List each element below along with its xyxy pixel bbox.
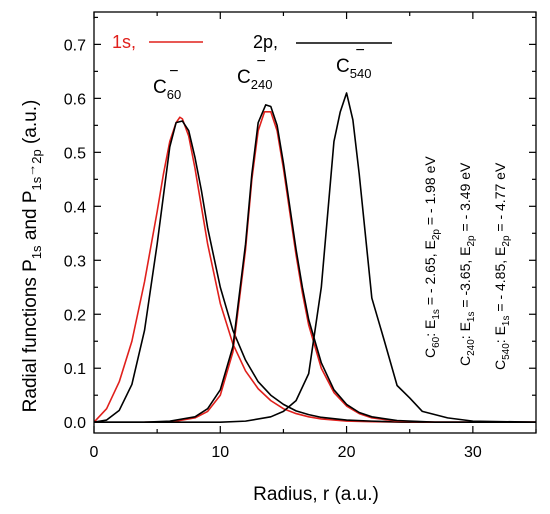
y-tick-label: 0.4 xyxy=(64,199,86,216)
x-tick-label: 0 xyxy=(90,444,99,461)
series-line-0 xyxy=(93,116,536,424)
label-c240: C240− xyxy=(237,53,272,92)
energy-annotation-c240: C240: E1s = -3.65, E2p = - 3.49 eV xyxy=(457,162,477,366)
x-axis-title: Radius, r (a.u.) xyxy=(253,484,379,505)
legend-1s-label: 1s, xyxy=(112,32,136,52)
series-line-2 xyxy=(144,111,536,424)
label-c60: C60− xyxy=(153,63,181,102)
plot-frame xyxy=(93,11,537,434)
y-tick-label: 0.1 xyxy=(64,361,86,378)
y-axis-title: Radial functions P1s and P1s→2p (a.u.) xyxy=(20,100,44,413)
series-layer xyxy=(93,92,537,424)
y-tick-label: 0.7 xyxy=(64,37,86,54)
energy-annotation-c60: C60: E1s = - 2.65, E2p = - 1.98 eV xyxy=(422,156,442,358)
axes-layer: 0 10 20 30 0.0 0.1 0.2 0.3 0.4 0.5 0.6 0.7 xyxy=(64,11,537,461)
legend-2p-label: 2p, xyxy=(253,32,278,52)
series-line-3 xyxy=(94,104,536,424)
y-tick-label: 0.3 xyxy=(64,253,86,270)
x-tick-label: 20 xyxy=(338,444,356,461)
energy-annotation-c540: C540: E1s = - 4.85, E2p = - 4.77 eV xyxy=(492,162,512,370)
y-tick-label: 0.0 xyxy=(64,415,86,432)
y-tick-label: 0.2 xyxy=(64,307,86,324)
x-tick-label: 30 xyxy=(464,444,482,461)
label-c540: C540− xyxy=(336,42,371,81)
series-line-4 xyxy=(94,92,537,424)
x-tick-label: 10 xyxy=(211,444,229,461)
series-line-1 xyxy=(93,120,536,424)
y-tick-label: 0.6 xyxy=(64,91,86,108)
y-tick-label: 0.5 xyxy=(64,145,86,162)
